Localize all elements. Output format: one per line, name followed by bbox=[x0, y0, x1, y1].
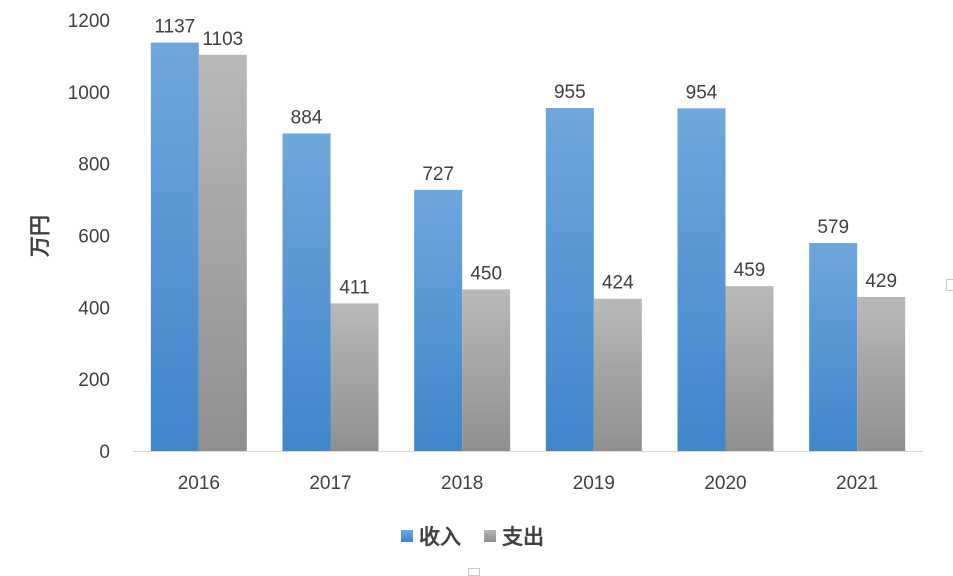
data-label: 459 bbox=[734, 260, 766, 281]
bar-income-2018 bbox=[414, 189, 463, 451]
y-tick-label: 0 bbox=[99, 442, 110, 463]
data-label: 727 bbox=[422, 164, 454, 185]
y-axis-label: 万円 bbox=[28, 215, 52, 258]
bar-expense-2018 bbox=[462, 289, 511, 451]
y-tick-label: 400 bbox=[78, 298, 110, 319]
data-label: 579 bbox=[817, 217, 849, 238]
data-label: 424 bbox=[602, 273, 634, 294]
data-label: 1103 bbox=[202, 29, 243, 50]
data-labels: 1137 1103 884 411 727 450 955 424 954 459 579 429 bbox=[154, 17, 897, 299]
bar-income-2019 bbox=[545, 107, 594, 451]
bar-expense-2020 bbox=[725, 286, 774, 451]
legend-swatch-expense bbox=[484, 530, 496, 542]
bar-expense-2016 bbox=[198, 54, 247, 451]
data-label: 884 bbox=[291, 107, 323, 128]
x-tick-label: 2019 bbox=[573, 473, 615, 494]
y-tick-label: 800 bbox=[78, 155, 110, 176]
resize-handle-right[interactable] bbox=[946, 279, 953, 291]
y-tick-label: 1000 bbox=[68, 83, 110, 104]
bar-income-2021 bbox=[809, 243, 858, 451]
legend-label-expense: 支出 bbox=[502, 525, 544, 549]
bar-expense-2019 bbox=[593, 298, 642, 451]
y-axis-ticks: 0 200 400 600 800 1000 1200 bbox=[68, 11, 110, 463]
x-tick-label: 2017 bbox=[309, 473, 351, 494]
x-tick-label: 2021 bbox=[836, 473, 878, 494]
bar-expense-2021 bbox=[857, 296, 906, 451]
bar-income-2020 bbox=[677, 108, 726, 451]
data-label: 955 bbox=[554, 82, 586, 103]
bars bbox=[150, 42, 906, 451]
data-label: 429 bbox=[865, 271, 897, 292]
x-tick-label: 2020 bbox=[704, 473, 746, 494]
y-tick-label: 200 bbox=[78, 370, 110, 391]
data-label: 411 bbox=[339, 277, 369, 298]
x-axis-ticks: 2016 2017 2018 2019 2020 2021 bbox=[178, 473, 879, 494]
data-label: 450 bbox=[470, 263, 502, 284]
legend: 收入 支出 bbox=[401, 525, 544, 549]
bar-income-2017 bbox=[282, 133, 331, 451]
resize-handle-bottom[interactable] bbox=[468, 568, 480, 576]
legend-swatch-income bbox=[401, 530, 413, 542]
bar-income-2016 bbox=[150, 42, 199, 451]
x-tick-label: 2016 bbox=[178, 473, 220, 494]
bar-expense-2017 bbox=[330, 303, 379, 451]
data-label: 1137 bbox=[154, 17, 195, 38]
data-label: 954 bbox=[686, 82, 718, 103]
y-tick-label: 600 bbox=[78, 227, 110, 248]
x-tick-label: 2018 bbox=[441, 473, 483, 494]
y-tick-label: 1200 bbox=[68, 11, 110, 32]
legend-label-income: 收入 bbox=[419, 525, 461, 549]
